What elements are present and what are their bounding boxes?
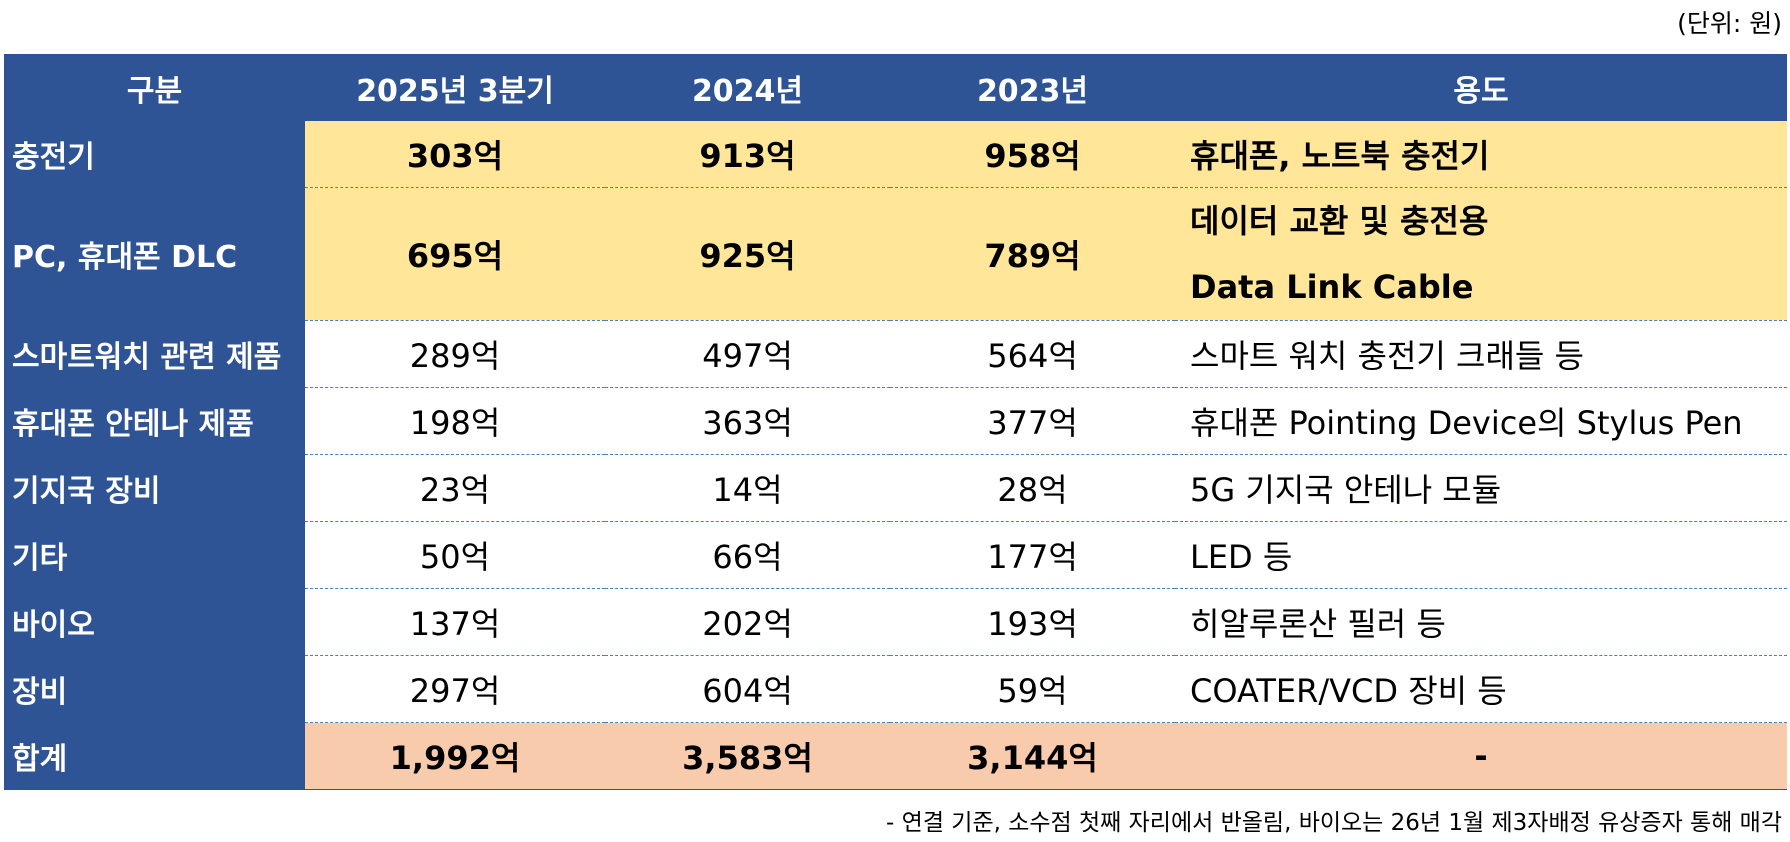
total-label: 합계 <box>4 722 305 790</box>
table-header-row: 구분 2025년 3분기 2024년 2023년 용도 <box>4 54 1787 121</box>
header-category: 구분 <box>4 54 305 121</box>
table-row: 기지국 장비 23억 14억 28억 5G 기지국 안테나 모듈 <box>4 454 1787 522</box>
total-q3-2025: 1,992억 <box>305 722 605 790</box>
header-2023: 2023년 <box>890 54 1175 121</box>
cell-2024: 925억 <box>605 187 890 321</box>
header-q3-2025: 2025년 3분기 <box>305 54 605 121</box>
use-line-1: 데이터 교환 및 충전용 <box>1190 202 1489 240</box>
table-row: 충전기 303억 913억 958억 휴대폰, 노트북 충전기 <box>4 121 1787 188</box>
unit-note: (단위: 원) <box>1677 9 1782 38</box>
cell-q3-2025: 50억 <box>305 521 605 589</box>
cell-2023: 958억 <box>890 121 1175 188</box>
cell-q3-2025: 695억 <box>305 187 605 321</box>
row-label: 기타 <box>4 521 305 589</box>
cell-q3-2025: 137억 <box>305 588 605 656</box>
cell-use: 데이터 교환 및 충전용 Data Link Cable <box>1175 187 1787 321</box>
cell-q3-2025: 23억 <box>305 454 605 522</box>
total-row: 합계 1,992억 3,583억 3,144억 - <box>4 722 1787 790</box>
cell-q3-2025: 289억 <box>305 320 605 388</box>
cell-2024: 913억 <box>605 121 890 188</box>
row-label: 기지국 장비 <box>4 454 305 522</box>
cell-2024: 363억 <box>605 387 890 455</box>
cell-use: 휴대폰 Pointing Device의 Stylus Pen <box>1175 387 1787 455</box>
cell-use: LED 등 <box>1175 521 1787 589</box>
total-2023: 3,144억 <box>890 722 1175 790</box>
cell-use: 히알루론산 필러 등 <box>1175 588 1787 656</box>
cell-q3-2025: 297억 <box>305 655 605 723</box>
header-use: 용도 <box>1175 54 1787 121</box>
table-row: 스마트워치 관련 제품 289억 497억 564억 스마트 워치 충전기 크래… <box>4 320 1787 388</box>
header-2024: 2024년 <box>605 54 890 121</box>
cell-2024: 14억 <box>605 454 890 522</box>
use-line-2: Data Link Cable <box>1190 268 1474 306</box>
cell-use: 휴대폰, 노트북 충전기 <box>1175 121 1787 188</box>
row-label: 충전기 <box>4 121 305 188</box>
cell-2024: 66억 <box>605 521 890 589</box>
revenue-table: 구분 2025년 3분기 2024년 2023년 용도 충전기 303억 913… <box>4 54 1787 790</box>
total-2024: 3,583억 <box>605 722 890 790</box>
row-label: 스마트워치 관련 제품 <box>4 320 305 388</box>
row-label: 휴대폰 안테나 제품 <box>4 387 305 455</box>
row-label: 장비 <box>4 655 305 723</box>
row-label: 바이오 <box>4 588 305 656</box>
table-row: 바이오 137억 202억 193억 히알루론산 필러 등 <box>4 588 1787 656</box>
table-row: 장비 297억 604억 59억 COATER/VCD 장비 등 <box>4 655 1787 723</box>
cell-2023: 564억 <box>890 320 1175 388</box>
footnote: - 연결 기준, 소수점 첫째 자리에서 반올림, 바이오는 26년 1월 제3… <box>886 810 1782 836</box>
total-use: - <box>1175 722 1787 790</box>
cell-use: 5G 기지국 안테나 모듈 <box>1175 454 1787 522</box>
cell-2024: 604억 <box>605 655 890 723</box>
table-row: PC, 휴대폰 DLC 695억 925억 789억 데이터 교환 및 충전용 … <box>4 187 1787 321</box>
cell-use: 스마트 워치 충전기 크래들 등 <box>1175 320 1787 388</box>
cell-2024: 202억 <box>605 588 890 656</box>
cell-q3-2025: 303억 <box>305 121 605 188</box>
cell-use: COATER/VCD 장비 등 <box>1175 655 1787 723</box>
cell-q3-2025: 198억 <box>305 387 605 455</box>
cell-2023: 789억 <box>890 187 1175 321</box>
cell-2023: 59억 <box>890 655 1175 723</box>
cell-2023: 193억 <box>890 588 1175 656</box>
cell-2024: 497억 <box>605 320 890 388</box>
table-row: 기타 50억 66억 177억 LED 등 <box>4 521 1787 589</box>
row-label: PC, 휴대폰 DLC <box>4 187 305 321</box>
table-row: 휴대폰 안테나 제품 198억 363억 377억 휴대폰 Pointing D… <box>4 387 1787 455</box>
cell-2023: 177억 <box>890 521 1175 589</box>
cell-2023: 377억 <box>890 387 1175 455</box>
cell-2023: 28억 <box>890 454 1175 522</box>
